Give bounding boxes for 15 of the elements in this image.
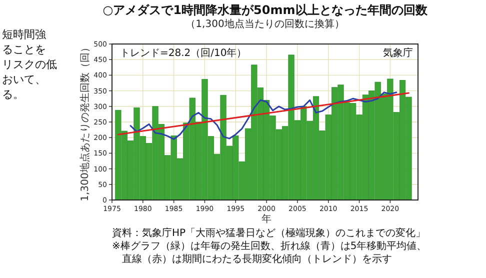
line-series <box>130 92 398 140</box>
text: 資料：気象庁HP「大雨や猛暑日など（極端現象）のこれまでの変化」 <box>112 227 426 239</box>
text: リスクの低 <box>2 58 57 71</box>
annotation: トレンド=28.2（回/10年） <box>120 47 247 59</box>
chart-subtitle: （1,300地点当たりの回数に換算） <box>186 18 344 30</box>
text: 短時間強 <box>2 28 46 41</box>
text: ※棒グラフ（緑）は年毎の発生回数、折れ線（青）は5年移動平均値、 <box>112 240 427 252</box>
text: ることを <box>2 43 46 56</box>
text: 直線（赤）は期間にわたる長期変化傾向（トレンド）を示す <box>122 253 392 265</box>
x-axis-title: 年 <box>262 213 272 225</box>
text: おいて、 <box>2 73 46 86</box>
annotation: 気象庁 <box>383 47 413 59</box>
y-axis-title: 1,300地点あたりの発生回数（回） <box>79 42 91 202</box>
chart-title: ○アメダスで1時間降水量が50mm以上となった年間の回数 <box>102 3 428 17</box>
text: る。 <box>2 88 24 101</box>
